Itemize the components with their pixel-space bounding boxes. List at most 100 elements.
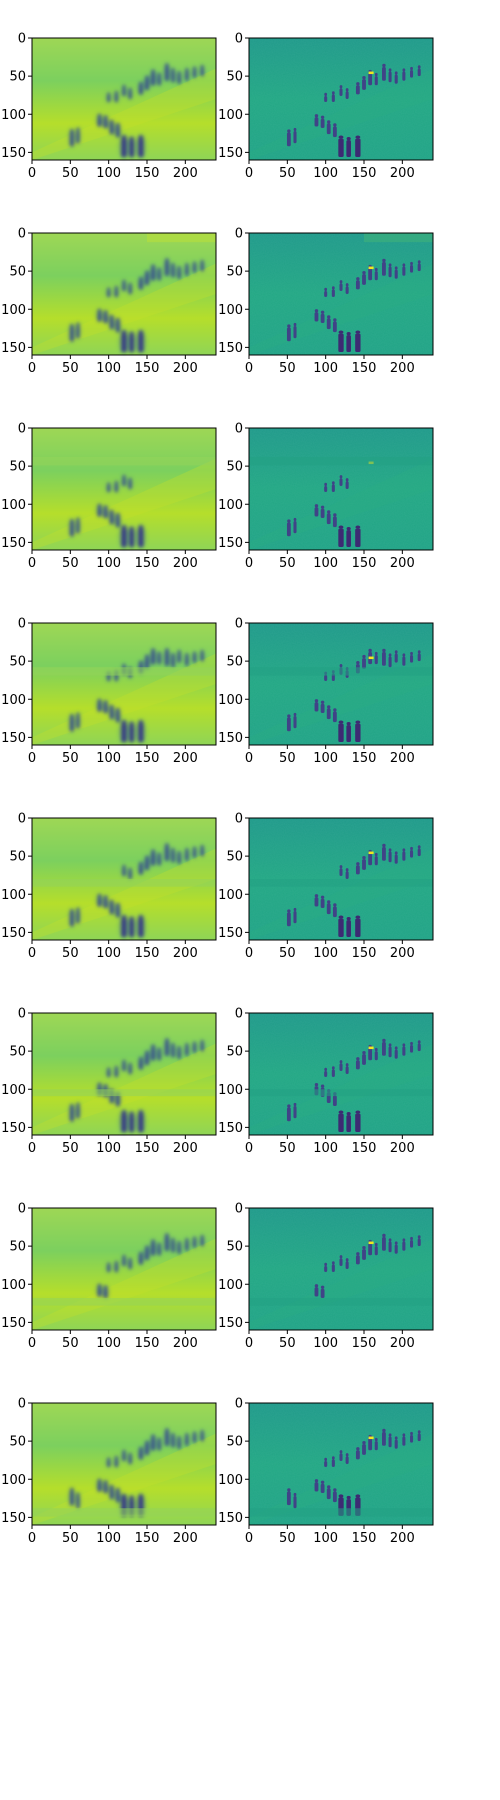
smooth-panel: 0 50 100 150 200 0 50 100 150 [1,32,217,182]
x-tick-label: 200 [173,556,198,571]
axis-ticks: 0 50 100 150 200 0 50 100 150 [218,422,415,572]
y-tick-label: 100 [218,888,243,903]
y-tick-label: 100 [1,108,26,123]
x-tick-label: 50 [279,166,296,181]
y-tick-label: 100 [218,303,243,318]
y-tick-label: 50 [226,655,243,670]
y-tick-label: 50 [226,1435,243,1450]
x-tick-label: 100 [96,1531,121,1546]
y-tick-label: 150 [218,1121,243,1136]
x-tick-label: 200 [390,361,415,376]
y-tick-label: 0 [18,227,26,242]
x-tick-label: 100 [313,1336,338,1351]
x-tick-label: 150 [135,751,160,766]
x-tick-label: 50 [62,556,79,571]
y-tick-label: 100 [218,498,243,513]
x-tick-label: 0 [245,1141,253,1156]
x-tick-label: 0 [245,946,253,961]
y-tick-label: 150 [218,926,243,941]
x-tick-label: 100 [313,556,338,571]
y-tick-label: 0 [235,422,243,437]
axis-ticks: 0 50 100 150 200 0 50 100 150 [218,1202,415,1352]
detail-panel: 0 50 100 150 200 0 50 100 150 [218,32,434,182]
x-tick-label: 150 [135,1336,160,1351]
x-tick-label: 150 [135,1141,160,1156]
y-tick-label: 50 [9,1240,26,1255]
smooth-panel: 0 50 100 150 200 0 50 100 150 [1,1007,217,1156]
x-tick-label: 150 [352,1336,377,1351]
axis-ticks: 0 50 100 150 200 0 50 100 150 [1,812,198,962]
x-tick-label: 100 [313,1531,338,1546]
x-tick-label: 50 [62,946,79,961]
y-tick-label: 150 [1,926,26,941]
x-tick-label: 200 [390,556,415,571]
x-tick-label: 0 [245,556,253,571]
x-tick-label: 150 [352,751,377,766]
axis-ticks: 0 50 100 150 200 0 50 100 150 [218,1397,415,1547]
y-tick-label: 0 [235,1202,243,1217]
x-tick-label: 100 [96,751,121,766]
y-tick-label: 100 [218,693,243,708]
detail-panel: 0 50 100 150 200 0 50 100 150 [218,227,434,377]
x-tick-label: 200 [390,166,415,181]
axis-ticks: 0 50 100 150 200 0 50 100 150 [1,1202,198,1352]
y-tick-label: 100 [1,1278,26,1293]
y-tick-label: 0 [235,227,243,242]
x-tick-label: 150 [352,166,377,181]
axis-ticks: 0 50 100 150 200 0 50 100 150 [1,32,198,182]
x-tick-label: 150 [352,361,377,376]
x-tick-label: 100 [313,946,338,961]
y-tick-label: 0 [18,422,26,437]
y-tick-label: 150 [1,536,26,551]
x-tick-label: 100 [96,946,121,961]
x-tick-label: 200 [173,166,198,181]
y-tick-label: 50 [226,265,243,280]
axis-ticks: 0 50 100 150 200 0 50 100 150 [1,617,198,767]
axis-ticks: 0 50 100 150 200 0 50 100 150 [218,1007,415,1157]
x-tick-label: 50 [62,1531,79,1546]
x-tick-label: 0 [28,556,36,571]
y-tick-label: 0 [235,617,243,632]
y-tick-label: 150 [1,341,26,356]
axis-ticks: 0 50 100 150 200 0 50 100 150 [218,617,415,767]
smooth-panel: 0 50 100 150 200 0 50 100 150 [1,1202,217,1352]
y-tick-label: 150 [218,146,243,161]
y-tick-label: 100 [1,1083,26,1098]
y-tick-label: 150 [218,341,243,356]
axis-ticks: 0 50 100 150 200 0 50 100 150 [218,32,415,182]
y-tick-label: 0 [18,1397,26,1412]
x-tick-label: 50 [279,361,296,376]
y-tick-label: 150 [218,731,243,746]
axis-ticks: 0 50 100 150 200 0 50 100 150 [218,227,415,377]
x-tick-label: 100 [96,556,121,571]
y-tick-label: 100 [1,498,26,513]
x-tick-label: 0 [245,166,253,181]
x-tick-label: 0 [28,1141,36,1156]
y-tick-label: 150 [218,536,243,551]
x-tick-label: 150 [352,946,377,961]
x-tick-label: 50 [62,751,79,766]
y-tick-label: 0 [18,617,26,632]
x-tick-label: 50 [279,1141,296,1156]
y-tick-label: 150 [1,1121,26,1136]
y-tick-label: 150 [1,146,26,161]
x-tick-label: 200 [173,751,198,766]
y-tick-label: 100 [218,1083,243,1098]
x-tick-label: 0 [245,1336,253,1351]
y-tick-label: 50 [9,70,26,85]
x-tick-label: 50 [62,361,79,376]
detail-panel: 0 50 100 150 200 0 50 100 150 [218,617,434,767]
y-tick-label: 150 [1,1511,26,1526]
x-tick-label: 0 [28,1531,36,1546]
y-tick-label: 50 [226,1045,243,1060]
x-tick-label: 50 [279,751,296,766]
y-tick-label: 100 [218,1473,243,1488]
y-tick-label: 100 [218,108,243,123]
x-tick-label: 0 [245,751,253,766]
x-tick-label: 50 [279,556,296,571]
x-tick-label: 100 [96,1336,121,1351]
x-tick-label: 50 [62,1141,79,1156]
x-tick-label: 200 [173,1141,198,1156]
x-tick-label: 200 [390,751,415,766]
